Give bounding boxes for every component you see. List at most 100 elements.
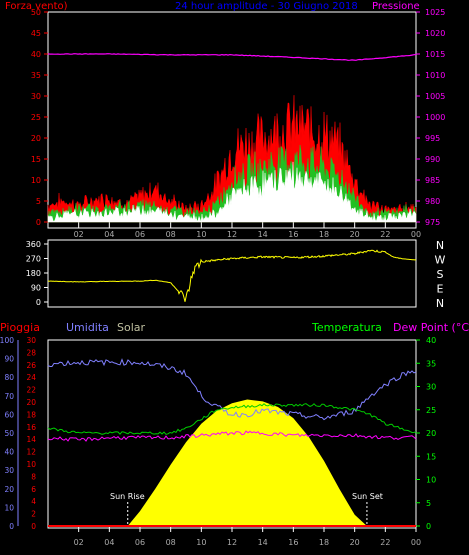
climate-x-tick-label: 12 bbox=[227, 538, 237, 547]
pioggia-tick-label: 40 bbox=[4, 448, 14, 457]
direction-letter-s: S bbox=[437, 268, 444, 281]
wind-x-tick-label: 06 bbox=[135, 230, 145, 239]
temp-tick-label: 30 bbox=[426, 383, 436, 392]
umidita-tick-label: 30 bbox=[26, 336, 36, 345]
pressure-tick-label: 975 bbox=[425, 218, 440, 227]
wind-x-tick-label: 00 bbox=[411, 230, 421, 239]
pioggia-tick-label: 60 bbox=[4, 410, 14, 419]
umidita-tick-label: 18 bbox=[26, 410, 36, 419]
wind-x-tick-label: 10 bbox=[196, 230, 206, 239]
wind-x-tick-label: 20 bbox=[350, 230, 360, 239]
umidita-tick-label: 26 bbox=[26, 361, 36, 370]
pressure-tick-label: 1010 bbox=[425, 71, 445, 80]
direction-letter-e: E bbox=[437, 283, 444, 296]
wind-tick-label: 30 bbox=[31, 92, 41, 101]
wind-x-tick-label: 14 bbox=[258, 230, 268, 239]
pressure-tick-label: 1015 bbox=[425, 50, 445, 59]
wind-tick-label: 35 bbox=[31, 71, 41, 80]
pioggia-tick-label: 50 bbox=[4, 429, 14, 438]
umidita-tick-label: 24 bbox=[26, 373, 36, 382]
wind-tick-label: 10 bbox=[31, 176, 41, 185]
direction-line bbox=[47, 249, 417, 302]
climate-x-tick-label: 00 bbox=[411, 538, 421, 547]
sunrise-label: Sun Rise bbox=[110, 492, 145, 501]
climate-x-tick-label: 10 bbox=[196, 538, 206, 547]
climate-x-tick-label: 02 bbox=[74, 538, 84, 547]
pressure-tick-label: 980 bbox=[425, 197, 440, 206]
wind-tick-label: 25 bbox=[31, 113, 41, 122]
climate-x-tick-label: 22 bbox=[380, 538, 390, 547]
climate-x-tick-label: 04 bbox=[104, 538, 114, 547]
sunset-label: Sun Set bbox=[352, 492, 383, 501]
pressure-tick-label: 1020 bbox=[425, 29, 445, 38]
umidita-tick-label: 6 bbox=[31, 485, 36, 494]
pressure-tick-label: 1000 bbox=[425, 113, 445, 122]
climate-x-tick-label: 06 bbox=[135, 538, 145, 547]
direction-tick-label: 0 bbox=[36, 298, 41, 307]
pioggia-tick-label: 0 bbox=[9, 522, 14, 531]
direction-tick-label: 180 bbox=[26, 269, 41, 278]
pioggia-tick-label: 10 bbox=[4, 503, 14, 512]
wind-x-tick-label: 22 bbox=[380, 230, 390, 239]
umidita-tick-label: 14 bbox=[26, 435, 36, 444]
wind-tick-label: 5 bbox=[36, 197, 41, 206]
temperatura-label: Temperatura bbox=[311, 321, 382, 334]
pressure-axis-label: Pressione bbox=[372, 1, 420, 12]
wind-tick-label: 50 bbox=[31, 8, 41, 17]
dewpoint-line bbox=[47, 430, 417, 442]
direction-panel-frame bbox=[47, 239, 417, 308]
umidita-tick-label: 8 bbox=[31, 472, 36, 481]
direction-letter-n: N bbox=[436, 297, 444, 310]
wind-x-tick-label: 04 bbox=[104, 230, 114, 239]
temperatura-line bbox=[47, 403, 417, 435]
climate-x-tick-label: 08 bbox=[166, 538, 176, 547]
umidita-tick-label: 12 bbox=[26, 448, 36, 457]
temp-tick-label: 25 bbox=[426, 406, 436, 415]
climate-x-tick-label: 20 bbox=[350, 538, 360, 547]
wind-tick-label: 40 bbox=[31, 50, 41, 59]
pressure-tick-label: 995 bbox=[425, 134, 440, 143]
direction-tick-label: 270 bbox=[26, 255, 41, 264]
chart-marks: 0510152025303540455097598098599099510001… bbox=[0, 8, 445, 547]
umidita-tick-label: 10 bbox=[26, 460, 36, 469]
pioggia-tick-label: 20 bbox=[4, 485, 14, 494]
pressure-tick-label: 990 bbox=[425, 155, 440, 164]
temp-tick-label: 20 bbox=[426, 429, 436, 438]
umidita-label: Umidita bbox=[66, 321, 109, 334]
direction-letter-n: N bbox=[436, 239, 444, 252]
wind-series-media bbox=[47, 161, 417, 223]
wind-x-tick-label: 18 bbox=[319, 230, 329, 239]
pioggia-label: Pioggia bbox=[0, 321, 40, 334]
pioggia-tick-label: 70 bbox=[4, 392, 14, 401]
wind-x-tick-label: 02 bbox=[74, 230, 84, 239]
wind-axis-label: Forza vento) bbox=[5, 1, 68, 12]
climate-x-tick-label: 16 bbox=[288, 538, 298, 547]
umidita-tick-label: 2 bbox=[31, 510, 36, 519]
wind-tick-label: 0 bbox=[36, 218, 41, 227]
umidita-tick-label: 28 bbox=[26, 348, 36, 357]
climate-x-tick-label: 14 bbox=[258, 538, 268, 547]
wind-x-tick-label: 16 bbox=[288, 230, 298, 239]
direction-tick-label: 90 bbox=[31, 284, 41, 293]
pressure-tick-label: 1005 bbox=[425, 92, 445, 101]
temp-tick-label: 5 bbox=[426, 499, 431, 508]
temp-tick-label: 10 bbox=[426, 476, 436, 485]
temp-tick-label: 35 bbox=[426, 359, 436, 368]
pressure-tick-label: 1025 bbox=[425, 8, 445, 17]
umidita-tick-label: 16 bbox=[26, 423, 36, 432]
solar-area bbox=[127, 399, 367, 526]
solar-label: Solar bbox=[117, 321, 146, 334]
direction-letter-w: W bbox=[435, 254, 446, 267]
pioggia-tick-label: 90 bbox=[4, 355, 14, 364]
wind-tick-label: 45 bbox=[31, 29, 41, 38]
umidita-line bbox=[47, 358, 417, 421]
climate-x-tick-label: 18 bbox=[319, 538, 329, 547]
pioggia-tick-label: 100 bbox=[0, 336, 14, 345]
wind-tick-label: 20 bbox=[31, 134, 41, 143]
umidita-tick-label: 20 bbox=[26, 398, 36, 407]
umidita-tick-label: 4 bbox=[31, 497, 36, 506]
wind-tick-label: 15 bbox=[31, 155, 41, 164]
